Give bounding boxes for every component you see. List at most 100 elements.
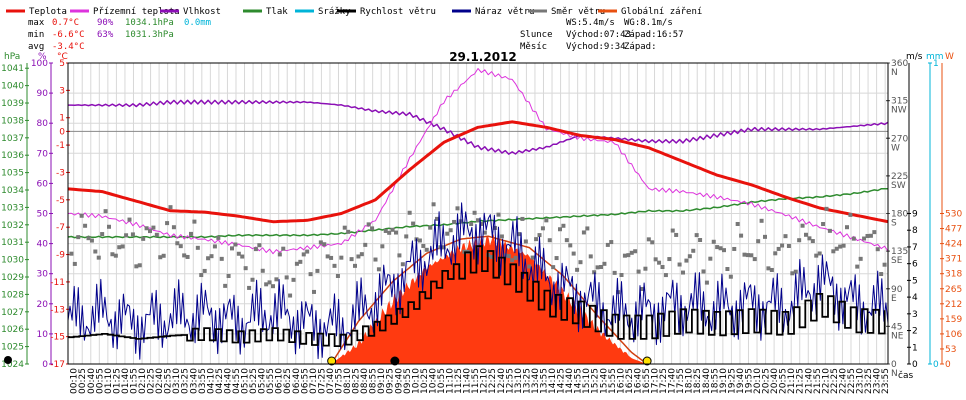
wind-direction-point: [370, 226, 375, 231]
wind-direction-point: [189, 231, 193, 236]
wind-direction-point: [838, 244, 843, 249]
wind-direction-point: [445, 231, 450, 236]
wind-direction-point: [489, 254, 494, 259]
wind-direction-point: [687, 254, 692, 259]
unit-w: W: [945, 52, 954, 62]
wind-direction-point: [530, 255, 535, 260]
x-tick-label: 14:55: [574, 368, 584, 394]
wind-direction-point: [322, 242, 327, 247]
wind-direction-point: [288, 293, 293, 298]
wind-direction-point: [312, 289, 316, 294]
axis-hpa-tick-label: 1040: [1, 82, 24, 92]
wind-direction-point: [653, 257, 658, 262]
wind-direction-point: [868, 233, 873, 238]
axis-dir-letter-tick-label: NE: [891, 331, 904, 341]
wind-direction-point: [452, 219, 457, 224]
wind-direction-point: [817, 251, 822, 256]
wind-direction-point: [735, 221, 740, 226]
axis-dir-letter-tick-label: SE: [891, 256, 903, 266]
x-tick-label: 03:40: [189, 368, 199, 394]
axis-dir-letter-tick-label: S: [891, 219, 897, 229]
axis-w-tick-label: 212: [945, 300, 962, 310]
wind-direction-point: [124, 233, 129, 238]
x-tick-label: 06:25: [283, 368, 293, 394]
stat-min-press: 1031.3hPa: [125, 30, 174, 40]
axis-w-tick-label: 424: [945, 240, 962, 250]
stat-avg-temp: -3.4°C: [52, 42, 85, 52]
axis-ms-tick-label: 1: [912, 343, 918, 353]
series-global-radiation: [331, 233, 648, 364]
x-tick-label: 05:25: [249, 368, 259, 394]
wind-direction-point: [540, 226, 545, 231]
wind-direction-point: [773, 251, 778, 256]
x-tick-label: 22:55: [847, 368, 857, 394]
wind-direction-point: [776, 246, 781, 251]
axis-pct-tick-label: 30: [37, 270, 49, 280]
wind-direction-point: [715, 245, 720, 250]
axis-deg-tick-label: -3: [56, 168, 65, 178]
wind-direction-point: [499, 234, 504, 239]
wind-direction-point: [250, 277, 255, 282]
x-tick-label: 19:25: [727, 368, 737, 394]
wind-direction-point: [670, 228, 675, 233]
axis-dir-tick-label: 90: [891, 285, 903, 295]
wind-direction-point: [76, 235, 81, 240]
axis-hpa-tick-label: 1032: [1, 221, 24, 231]
wind-direction-point: [206, 256, 211, 261]
x-tick-label: 21:55: [813, 368, 823, 394]
wind-direction-point: [291, 277, 296, 282]
wind-direction-point: [390, 227, 395, 232]
wind-direction-point: [814, 253, 819, 258]
wind-direction-point: [660, 265, 665, 270]
wind-direction-point: [578, 260, 583, 265]
wind-direction-point: [281, 246, 286, 251]
axis-ms-tick-label: 0: [912, 360, 918, 370]
info-sun-set: Západ:16:57: [624, 30, 684, 40]
wind-direction-point: [175, 241, 180, 246]
x-tick-label: 11:25: [454, 368, 464, 394]
axis-deg-tick-label: -7: [56, 223, 65, 233]
x-tick-label: 20:55: [779, 368, 789, 394]
wind-direction-point: [650, 240, 655, 245]
info-block: WS:5.4m/s WG:8.1m/s Slunce Východ:07:43 …: [520, 18, 684, 52]
wind-direction-point: [216, 235, 221, 240]
wind-direction-point: [397, 253, 402, 258]
wind-direction-point: [431, 202, 436, 207]
wind-direction-point: [435, 216, 439, 221]
wind-direction-point: [790, 271, 795, 276]
wind-direction-point: [318, 240, 323, 245]
wind-direction-point: [359, 252, 364, 257]
wind-direction-point: [93, 249, 98, 254]
axis-dir-tick-label: 180: [891, 210, 908, 220]
axis-w-tick-label: 159: [945, 315, 962, 325]
wind-direction-point: [134, 264, 139, 269]
axis-hpa-tick-label: 1028: [1, 290, 24, 300]
axis-w-tick-label: 477: [945, 225, 962, 235]
wind-direction-point: [732, 246, 737, 251]
x-tick-label: 16:25: [625, 368, 635, 394]
x-tick-label: 17:10: [651, 368, 661, 394]
wind-direction-point: [831, 249, 836, 254]
wind-direction-point: [240, 254, 245, 259]
x-tick-label: 17:40: [668, 368, 678, 394]
wind-direction-point: [315, 268, 320, 273]
wind-direction-point: [793, 269, 798, 274]
x-tick-label: 09:25: [386, 368, 396, 394]
x-tick-label: 10:25: [420, 368, 430, 394]
wind-direction-point: [575, 267, 580, 272]
axis-deg-tick-label: 5: [59, 59, 65, 69]
wind-direction-point: [86, 236, 91, 241]
wind-direction-point: [417, 238, 422, 243]
x-tick-label: 01:25: [112, 368, 122, 394]
info-sun-rise: Východ:07:43: [566, 30, 631, 40]
x-tick-label: 22:40: [838, 368, 848, 394]
wind-direction-point: [629, 250, 634, 255]
axis-ms-tick-label: 2: [912, 327, 918, 337]
wind-direction-point: [619, 273, 624, 278]
legend-label-smer-vetru: Směr větru: [551, 7, 605, 17]
wind-direction-point: [185, 254, 190, 259]
wind-direction-point: [824, 206, 829, 211]
axis-w-tick-label: 265: [945, 285, 962, 295]
legend-label-srazky: Srážky: [318, 7, 351, 17]
stat-max-label: max: [28, 18, 45, 28]
